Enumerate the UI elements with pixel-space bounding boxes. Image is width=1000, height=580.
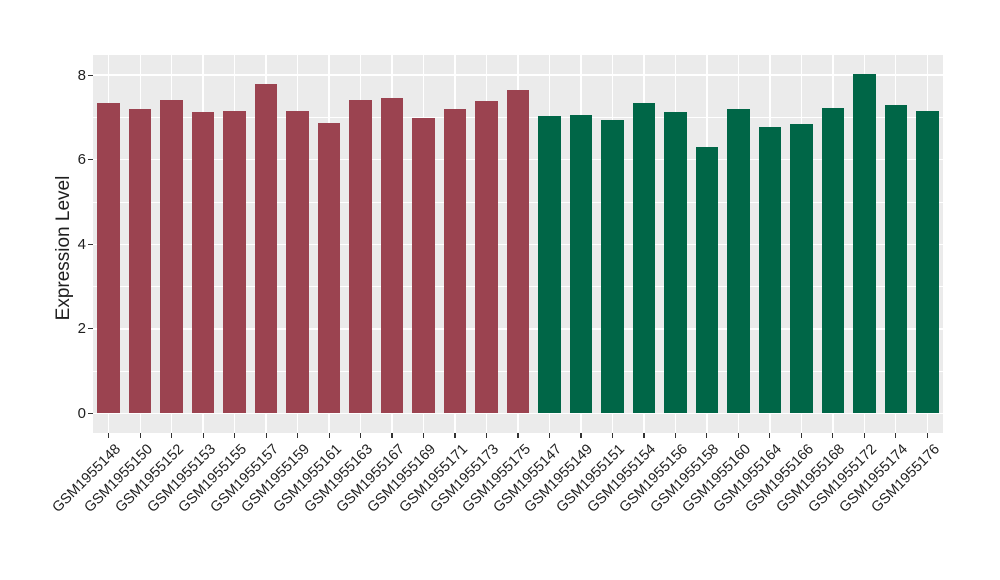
bar <box>884 104 908 414</box>
major-gridline <box>93 74 943 76</box>
bar <box>286 111 309 414</box>
bar <box>916 111 939 414</box>
x-tick-mark <box>548 433 551 438</box>
bars-layer <box>93 55 943 433</box>
bar <box>128 108 152 414</box>
bar <box>790 124 813 414</box>
x-tick-mark <box>674 433 676 438</box>
bar <box>380 97 404 414</box>
bar <box>664 112 687 414</box>
y-tick-label: 8 <box>77 66 86 84</box>
x-tick-mark <box>454 433 456 438</box>
x-tick-mark <box>391 433 393 438</box>
x-tick-mark <box>895 433 897 438</box>
y-tick-label: 0 <box>77 405 86 422</box>
x-tick-mark <box>202 433 204 438</box>
bar <box>632 103 656 414</box>
bar <box>727 108 750 414</box>
bar <box>97 103 120 414</box>
x-tick-mark <box>328 433 330 438</box>
bar <box>160 99 183 414</box>
x-tick-mark <box>171 433 173 438</box>
bar <box>506 90 530 414</box>
x-tick-mark <box>737 433 739 438</box>
x-tick-mark <box>359 433 362 438</box>
y-tick-label: 2 <box>77 320 86 338</box>
y-tick-label: 6 <box>77 151 86 169</box>
y-tick-mark <box>88 328 93 330</box>
x-tick-mark <box>580 433 582 438</box>
x-tick-mark <box>800 433 802 438</box>
bar <box>254 83 278 414</box>
y-tick-mark <box>88 74 93 76</box>
bar <box>569 114 593 414</box>
x-tick-mark <box>139 433 141 438</box>
y-tick-label: 4 <box>77 235 86 253</box>
bar <box>475 100 498 414</box>
x-tick-mark <box>517 433 519 438</box>
y-tick-mark <box>88 159 93 161</box>
x-tick-mark <box>863 433 865 438</box>
major-gridline <box>93 412 943 415</box>
x-tick-mark <box>485 433 488 438</box>
bar <box>412 118 435 414</box>
x-tick-mark <box>643 433 645 438</box>
x-tick-mark <box>234 433 236 438</box>
x-tick-mark <box>297 433 299 438</box>
bar <box>317 122 341 414</box>
bar <box>349 99 372 414</box>
x-tick-mark <box>706 433 708 438</box>
bar <box>223 110 246 414</box>
x-tick-mark <box>611 433 614 438</box>
bar <box>695 147 719 414</box>
bar <box>601 120 624 414</box>
bar <box>853 73 876 414</box>
bar <box>758 127 782 414</box>
x-tick-mark <box>108 433 110 438</box>
x-tick-mark <box>769 433 771 438</box>
bar <box>538 116 561 414</box>
bar <box>443 109 467 414</box>
x-tick-mark <box>926 433 928 438</box>
x-tick-mark <box>422 433 425 438</box>
x-tick-mark <box>832 433 834 438</box>
bar <box>821 108 845 414</box>
plot-panel <box>93 55 943 433</box>
y-tick-mark <box>88 243 93 245</box>
x-tick-mark <box>265 433 267 438</box>
y-tick-mark <box>88 412 93 415</box>
bar <box>191 112 215 414</box>
